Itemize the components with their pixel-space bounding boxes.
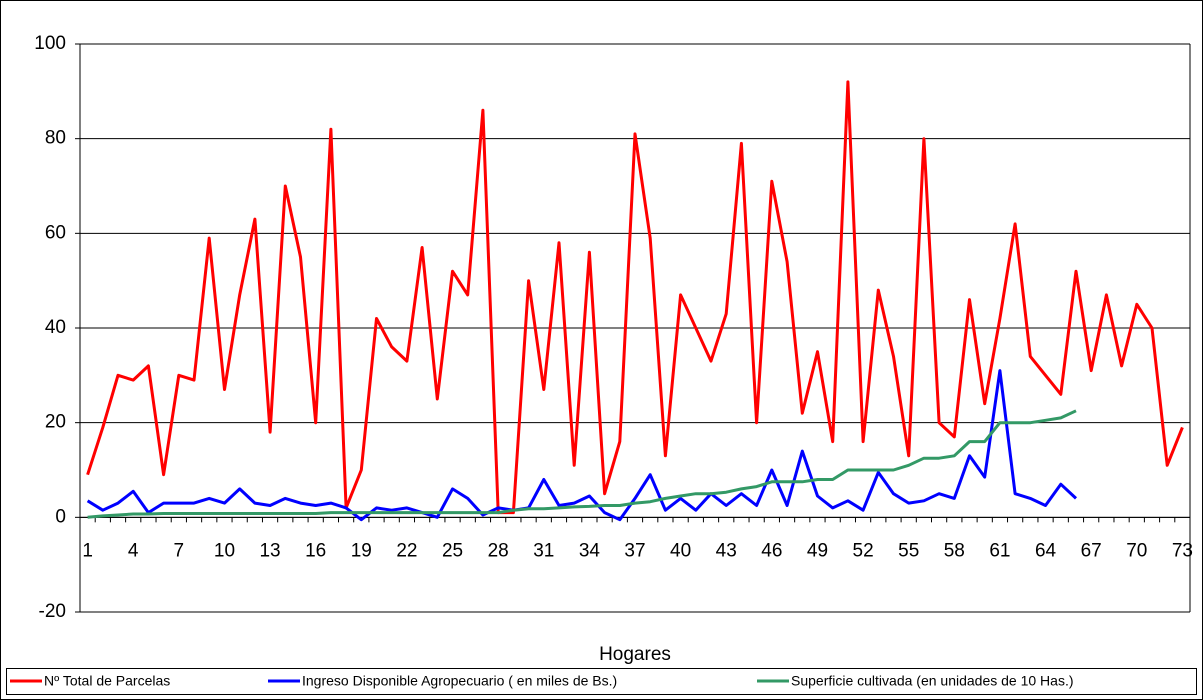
y-tick-label: 20 [45, 412, 66, 433]
x-tick-label: 13 [259, 540, 280, 561]
y-tick-label: 100 [34, 33, 66, 54]
x-tick-label: 61 [989, 540, 1010, 561]
x-tick-label: 31 [533, 540, 554, 561]
series-line [86, 369, 1078, 522]
x-tick-label: 25 [442, 540, 463, 561]
x-tick-label: 22 [396, 540, 417, 561]
x-tick-label: 1 [82, 540, 93, 561]
x-tick-label: 4 [128, 540, 139, 561]
y-tick-label: 0 [55, 506, 66, 527]
legend-label: Ingreso Disponible Agropecuario ( en mil… [302, 673, 617, 689]
y-tick-label: 60 [45, 222, 66, 243]
series-line [86, 80, 1184, 515]
legend-box [6, 668, 1197, 695]
x-axis-label: Hogares [599, 644, 671, 665]
x-tick-label: 73 [1172, 540, 1193, 561]
legend-label: Nº Total de Parcelas [44, 673, 170, 689]
x-tick-label: 70 [1126, 540, 1147, 561]
x-tick-label: 67 [1081, 540, 1102, 561]
x-tick-label: 7 [174, 540, 185, 561]
y-tick-label: 40 [45, 317, 66, 338]
x-tick-label: 64 [1035, 540, 1057, 561]
x-tick-label: 16 [305, 540, 326, 561]
x-tick-label: 43 [716, 540, 737, 561]
x-tick-label: 58 [944, 540, 965, 561]
x-tick-label: 34 [579, 540, 601, 561]
y-tick-label: 80 [45, 128, 66, 149]
x-tick-label: 49 [807, 540, 828, 561]
x-tick-label: 37 [624, 540, 645, 561]
y-tick-label: -20 [39, 601, 66, 622]
legend-label: Superficie cultivada (en unidades de 10 … [791, 673, 1074, 689]
series-line [87, 409, 1077, 519]
x-tick-label: 10 [214, 540, 235, 561]
x-tick-label: 40 [670, 540, 691, 561]
x-tick-label: 46 [761, 540, 782, 561]
x-tick-label: 55 [898, 540, 919, 561]
x-tick-label: 19 [351, 540, 372, 561]
x-tick-label: 52 [853, 540, 874, 561]
x-tick-label: 28 [488, 540, 509, 561]
